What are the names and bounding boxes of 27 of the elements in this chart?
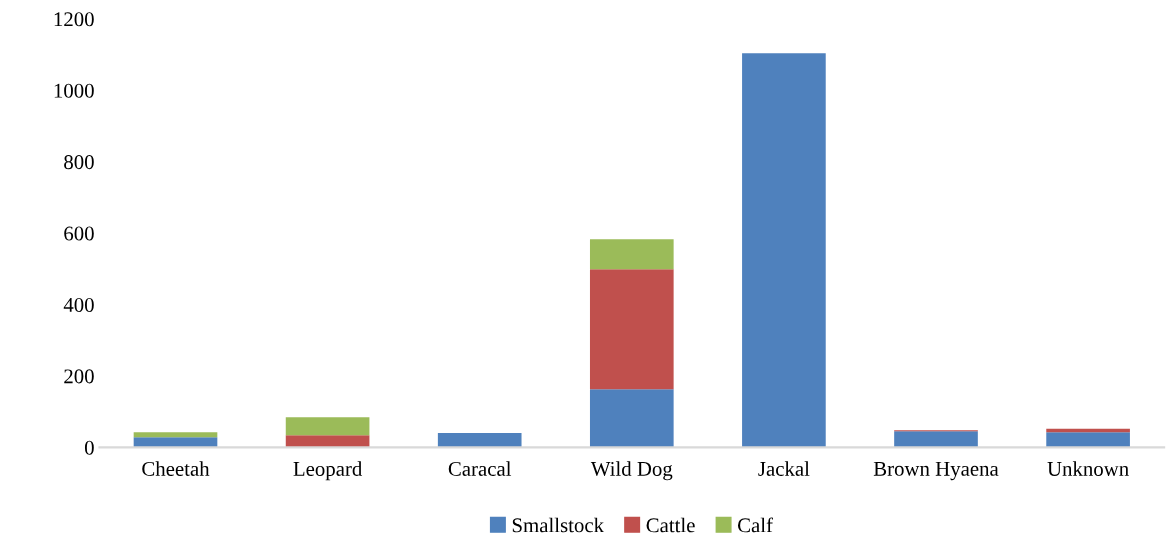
y-tick-label: 400 xyxy=(63,297,94,312)
bar xyxy=(589,239,674,270)
x-tick-label: Brown Hyaena xyxy=(873,462,999,481)
y-tick-label: 600 xyxy=(64,226,94,241)
bar xyxy=(437,433,522,448)
y-tick-label: 1000 xyxy=(54,83,94,98)
legend-label: Calf xyxy=(737,517,773,533)
bar xyxy=(285,417,370,436)
y-tick-label: 200 xyxy=(64,369,94,384)
x-tick-label: Cheetah xyxy=(142,461,210,476)
x-tick-label: Caracal xyxy=(448,461,512,476)
bar xyxy=(894,431,978,448)
bar xyxy=(742,53,826,448)
bar xyxy=(589,269,674,390)
legend-label: Cattle xyxy=(646,517,695,533)
legend-label: Smallstock xyxy=(512,517,605,533)
y-tick-label: 1200 xyxy=(54,12,94,27)
bar xyxy=(589,389,674,448)
x-tick-label: Wild Dog xyxy=(590,461,673,481)
y-tick-label: 0 xyxy=(84,440,94,455)
y-tick-label: 800 xyxy=(64,155,94,170)
x-tick-label: Unknown xyxy=(1047,461,1129,476)
bar xyxy=(133,432,218,438)
bar xyxy=(1046,432,1130,448)
x-tick-label: Leopard xyxy=(293,461,363,481)
bar xyxy=(285,435,370,448)
x-tick-label: Jackal xyxy=(758,461,810,476)
